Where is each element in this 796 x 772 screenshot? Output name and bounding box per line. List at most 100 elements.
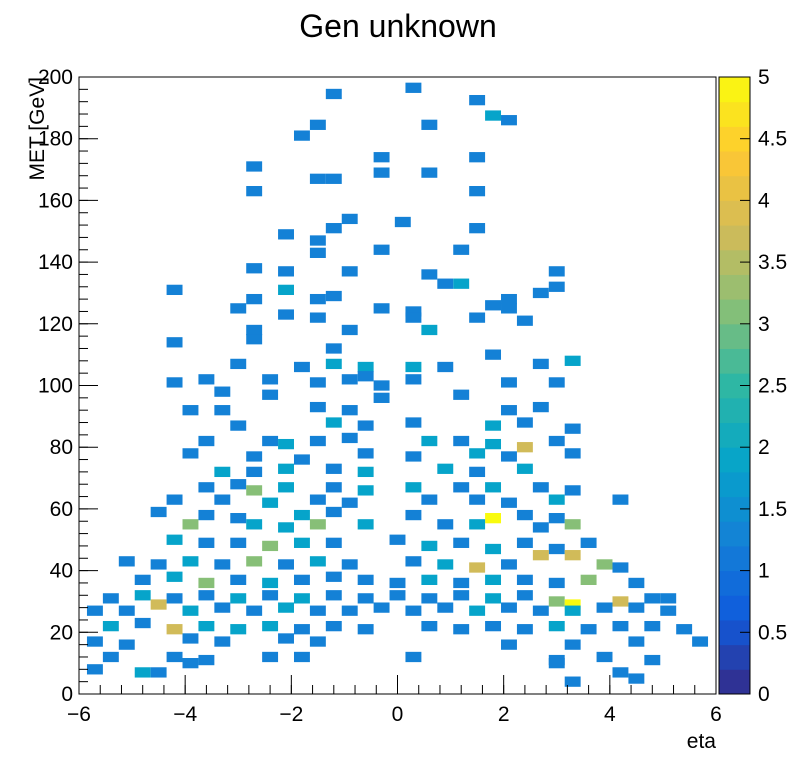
colorbar-tick-label: 0: [758, 683, 770, 706]
heatmap-cells: [86, 82, 709, 687]
heatmap-cell: [325, 417, 342, 428]
heatmap-cell: [453, 244, 470, 255]
heatmap-cell: [214, 636, 231, 647]
heatmap-cell: [166, 624, 183, 635]
heatmap-cell: [325, 482, 342, 493]
heatmap-cell: [501, 602, 517, 613]
heatmap-cell: [469, 94, 486, 106]
heatmap-cell: [262, 577, 279, 589]
y-tick-label: 200: [38, 66, 73, 89]
heatmap-cell: [118, 556, 135, 567]
heatmap-cell: [453, 537, 470, 548]
heatmap-cell: [437, 559, 454, 570]
heatmap-cell: [309, 605, 326, 616]
heatmap-cell: [341, 405, 358, 416]
heatmap-cell: [230, 303, 247, 314]
heatmap-cell: [293, 593, 310, 604]
heatmap-cell: [564, 355, 581, 366]
heatmap-cell: [309, 494, 326, 505]
heatmap-cell: [182, 658, 199, 669]
colorbar-segment: [719, 521, 750, 547]
heatmap-cell: [230, 574, 247, 585]
colorbar-tick-label: 5: [758, 66, 770, 89]
heatmap-cell: [373, 303, 390, 314]
y-tick-label: 160: [38, 189, 73, 212]
heatmap-cell: [628, 636, 645, 647]
heatmap-cell: [501, 497, 517, 508]
heatmap-cell: [485, 349, 502, 360]
heatmap-cell: [246, 519, 263, 530]
heatmap-cell: [548, 620, 565, 632]
heatmap-cell: [246, 451, 263, 462]
heatmap-cell: [516, 590, 533, 601]
heatmap-cell: [341, 374, 358, 385]
heatmap-cell: [453, 482, 470, 493]
heatmap-cell: [516, 417, 533, 428]
heatmap-cell: [278, 309, 294, 320]
heatmap-cell: [469, 186, 486, 197]
heatmap-cell: [469, 519, 486, 530]
x-tick-label: −4: [173, 703, 197, 726]
heatmap-cell: [102, 593, 119, 604]
heatmap-cell: [389, 590, 406, 601]
heatmap-cell: [341, 559, 358, 570]
heatmap-cell: [357, 593, 374, 604]
heatmap-cell: [373, 380, 390, 391]
heatmap-cell: [325, 463, 342, 474]
heatmap-cell: [437, 519, 454, 530]
heatmap-cell: [262, 389, 279, 400]
colorbar-tick-label: 0.5: [758, 621, 787, 644]
heatmap-cell: [246, 324, 263, 336]
heatmap-cell: [596, 602, 613, 613]
colorbar-segment: [719, 323, 750, 349]
heatmap-cell: [325, 571, 342, 582]
heatmap-cell: [309, 312, 326, 323]
colorbar-segment: [719, 101, 750, 127]
heatmap-cell: [405, 417, 422, 428]
colorbar-segment: [719, 422, 750, 448]
heatmap-cell: [309, 235, 326, 246]
heatmap-cell: [246, 161, 263, 172]
heatmap-cell: [437, 463, 454, 474]
heatmap-cell: [405, 605, 422, 616]
heatmap-cell: [166, 337, 183, 348]
heatmap-cell: [516, 624, 533, 635]
heatmap-cell: [373, 167, 390, 178]
colorbar-segment: [719, 348, 750, 374]
heatmap-cell: [341, 605, 358, 616]
heatmap-cell: [325, 290, 342, 302]
heatmap-cell: [166, 534, 183, 545]
heatmap-cell: [453, 577, 470, 589]
heatmap-cell: [278, 633, 294, 644]
heatmap-cell: [564, 605, 581, 616]
heatmap-cell: [325, 506, 342, 518]
heatmap-cell: [325, 343, 342, 354]
heatmap-cell: [532, 482, 549, 493]
heatmap-cell: [405, 306, 422, 317]
heatmap-cell: [102, 651, 119, 663]
heatmap-cell: [405, 361, 422, 373]
colorbar-segment: [719, 669, 750, 695]
heatmap-cell: [214, 602, 231, 613]
heatmap-cell: [182, 405, 199, 416]
heatmap-cell: [516, 463, 533, 474]
heatmap-cell: [437, 278, 454, 289]
colorbar-segment: [719, 77, 750, 103]
heatmap-cell: [278, 229, 294, 240]
heatmap-cell: [309, 556, 326, 567]
heatmap-cell: [373, 244, 390, 255]
chart-title: Gen unknown: [299, 8, 497, 44]
heatmap-cell: [278, 482, 294, 493]
heatmap-cell: [564, 639, 581, 650]
colorbar-tick-label: 4: [758, 189, 770, 212]
x-tick-label: 2: [498, 703, 510, 726]
heatmap-cell: [293, 537, 310, 548]
heatmap-cell: [166, 377, 183, 388]
heatmap-cell: [246, 466, 263, 478]
colorbar-segment: [719, 175, 750, 201]
heatmap-cell: [230, 513, 247, 524]
heatmap-cell: [246, 186, 263, 197]
heatmap-cell: [548, 377, 565, 388]
heatmap-cell: [453, 590, 470, 601]
